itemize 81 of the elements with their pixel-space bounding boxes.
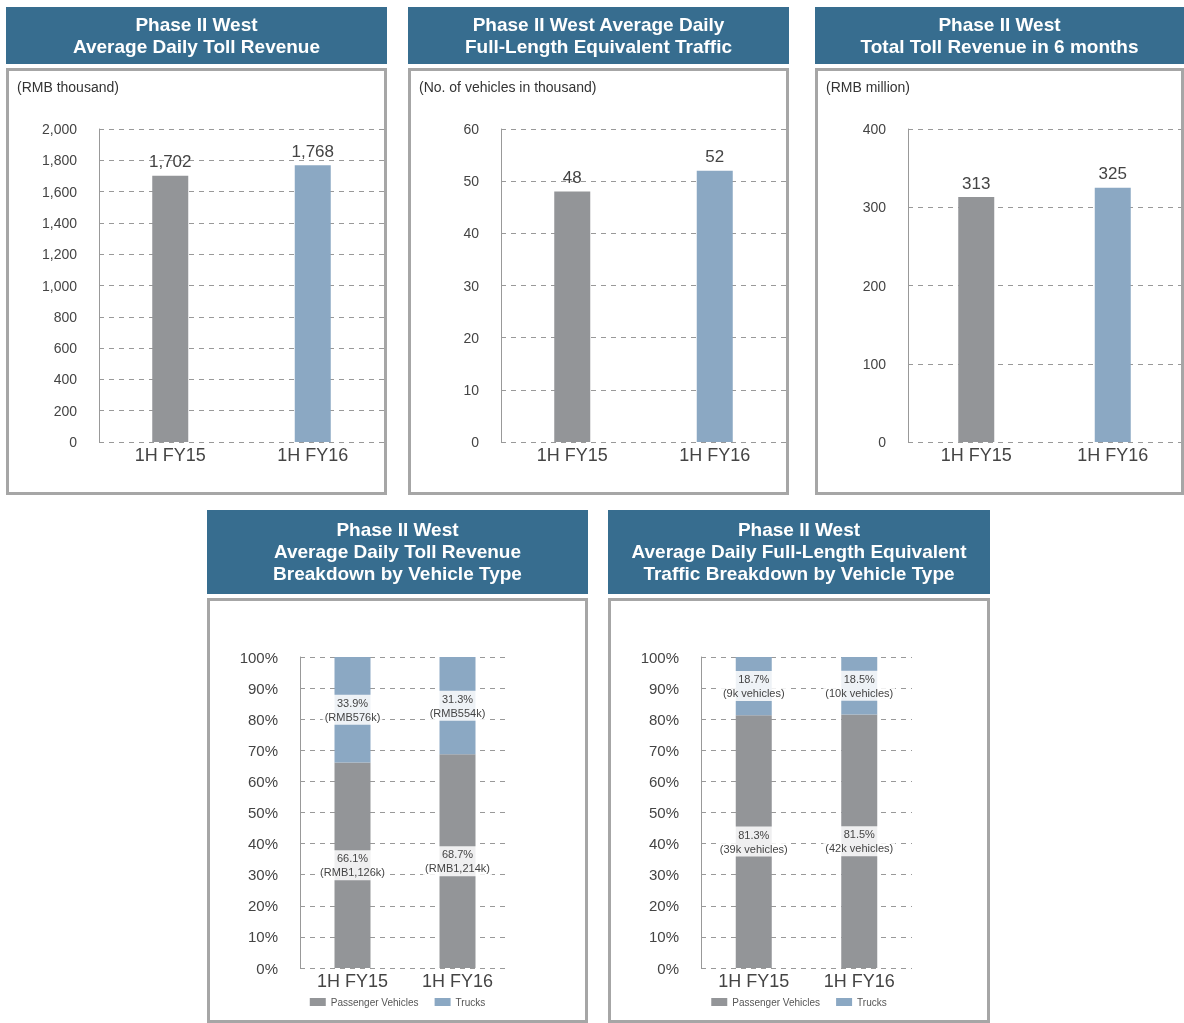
y-tick-label: 40% bbox=[247, 835, 278, 853]
y-tick-label: 200 bbox=[862, 277, 887, 294]
y-tick-label: 400 bbox=[53, 371, 78, 388]
data-label: 325 bbox=[1098, 164, 1127, 184]
x-tick-label: 1H FY15 bbox=[940, 445, 1012, 465]
y-tick-label: 2,000 bbox=[41, 121, 78, 137]
x-tick-label: 1H FY16 bbox=[1077, 445, 1149, 465]
y-tick-label: 1,800 bbox=[41, 152, 78, 169]
y-tick-label: 70% bbox=[648, 741, 679, 759]
y-tick-label: 200 bbox=[53, 402, 78, 419]
x-tick-label: 1H FY15 bbox=[718, 971, 790, 991]
y-tick-label: 0 bbox=[878, 434, 887, 450]
y-tick-label: 400 bbox=[862, 121, 887, 137]
y-tick-label: 800 bbox=[53, 308, 78, 325]
y-tick-label: 60% bbox=[247, 772, 278, 790]
x-tick-label: 1H FY15 bbox=[536, 445, 608, 465]
y-tick-label: 0 bbox=[69, 434, 78, 450]
data-label: 33.9% (RMB576k) bbox=[324, 696, 381, 723]
y-axis-title: (RMB million) bbox=[826, 79, 910, 95]
y-tick-label: 60% bbox=[648, 772, 679, 790]
y-tick-label: 50% bbox=[648, 804, 679, 821]
data-label: 66.1% (RMB1,126k) bbox=[320, 852, 385, 879]
data-label: 1,702 bbox=[148, 152, 192, 172]
y-tick-label: 300 bbox=[862, 199, 887, 216]
legend-label: Passenger Vehicles bbox=[330, 996, 419, 1008]
chart-title: Phase II West Average Daily Toll Revenue bbox=[71, 13, 322, 58]
data-label: 31.3% (RMB554k) bbox=[429, 692, 486, 719]
y-tick-label: 50 bbox=[463, 173, 480, 190]
y-tick-label: 80% bbox=[247, 710, 278, 728]
y-tick-label: 40 bbox=[463, 225, 480, 242]
legend-label: Trucks bbox=[857, 996, 887, 1008]
data-label: 68.7% (RMB1,214k) bbox=[425, 848, 490, 875]
y-tick-label: 90% bbox=[247, 679, 278, 697]
data-label: 18.7% (9k vehicles) bbox=[722, 673, 785, 700]
data-label: 48 bbox=[562, 168, 582, 188]
y-axis-title: (RMB thousand) bbox=[17, 79, 119, 95]
y-tick-label: 50% bbox=[247, 804, 278, 821]
legend-label: Passenger Vehicles bbox=[732, 996, 821, 1008]
x-tick-label: 1H FY16 bbox=[277, 445, 349, 465]
chart-title: Phase II West Average Daily Toll Revenue Breakdown by Vehicle Type bbox=[272, 519, 523, 585]
data-label: 18.5% (10k vehicles) bbox=[825, 672, 894, 699]
data-label: 1,768 bbox=[291, 141, 335, 161]
y-tick-label: 20% bbox=[247, 897, 278, 915]
y-axis-title: (No. of vehicles in thousand) bbox=[419, 79, 597, 95]
x-tick-label: 1H FY16 bbox=[823, 971, 895, 991]
y-tick-label: 100% bbox=[640, 648, 679, 666]
x-tick-label: 1H FY15 bbox=[134, 445, 206, 465]
y-tick-label: 100 bbox=[862, 355, 887, 372]
chart-title: Phase II West Average Daily Full-Length Equivalent Traffic Breakdown by Vehicle Type bbox=[630, 519, 968, 585]
y-tick-label: 1,400 bbox=[41, 214, 78, 231]
y-tick-label: 1,000 bbox=[41, 277, 78, 294]
y-tick-label: 1,600 bbox=[41, 183, 78, 200]
legend-label: Trucks bbox=[455, 996, 486, 1008]
chart-title: Phase II West Average Daily Full-Length Equivalent Traffic bbox=[463, 13, 734, 58]
y-tick-label: 30% bbox=[648, 866, 679, 884]
y-tick-label: 30 bbox=[463, 277, 480, 294]
y-tick-label: 20 bbox=[463, 329, 480, 346]
y-tick-label: 600 bbox=[53, 340, 78, 357]
y-tick-label: 70% bbox=[247, 741, 278, 759]
y-tick-label: 30% bbox=[247, 866, 278, 884]
y-tick-label: 1,200 bbox=[41, 246, 78, 263]
y-tick-label: 10% bbox=[247, 928, 278, 946]
x-tick-label: 1H FY16 bbox=[421, 971, 494, 991]
y-tick-label: 100% bbox=[239, 648, 278, 666]
y-tick-label: 80% bbox=[648, 710, 679, 728]
y-tick-label: 90% bbox=[648, 679, 679, 697]
x-tick-label: 1H FY15 bbox=[316, 971, 389, 991]
data-label: 52 bbox=[705, 147, 725, 167]
y-tick-label: 60 bbox=[463, 121, 480, 137]
data-label: 81.3% (39k vehicles) bbox=[719, 828, 788, 855]
y-tick-label: 0 bbox=[471, 434, 480, 450]
y-tick-label: 0% bbox=[657, 959, 679, 977]
y-tick-label: 40% bbox=[648, 835, 679, 853]
y-tick-label: 10% bbox=[648, 928, 679, 946]
data-label: 81.5% (42k vehicles) bbox=[825, 828, 894, 855]
y-tick-label: 0% bbox=[256, 959, 278, 977]
y-tick-label: 10 bbox=[463, 381, 480, 398]
y-tick-label: 20% bbox=[648, 897, 679, 915]
chart-title: Phase II West Total Toll Revenue in 6 months bbox=[859, 13, 1140, 58]
data-label: 313 bbox=[962, 173, 991, 193]
x-tick-label: 1H FY16 bbox=[679, 445, 751, 465]
